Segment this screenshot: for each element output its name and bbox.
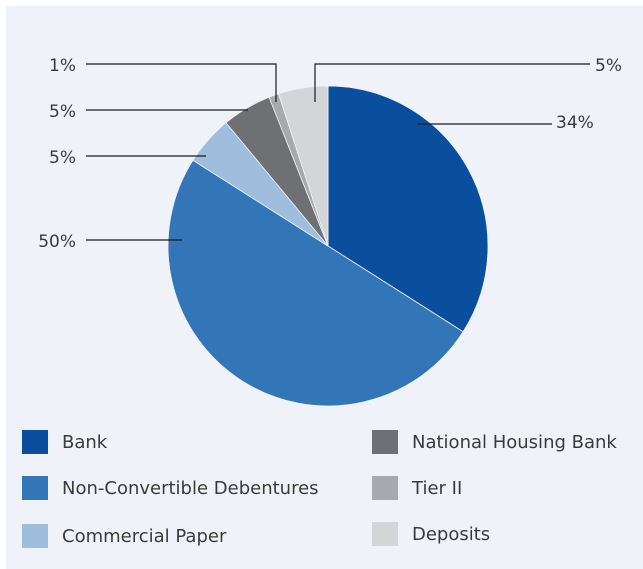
legend-swatch-non-convertible-debentures: [22, 476, 48, 500]
pie-slice-bank: [327, 85, 489, 333]
data-label-tier-ii: 1%: [49, 56, 76, 76]
data-label-national-housing-bank: 5%: [49, 102, 76, 122]
legend-swatch-commercial-paper: [22, 524, 48, 548]
legend-swatch-bank: [22, 430, 48, 454]
legend-item-bank: Bank: [22, 428, 107, 456]
legend-label-national-housing-bank: National Housing Bank: [412, 431, 617, 453]
legend-swatch-national-housing-bank: [372, 430, 398, 454]
legend-swatch-tier-ii: [372, 476, 398, 500]
legend-label-non-convertible-debentures: Non-Convertible Debentures: [62, 477, 319, 499]
data-label-commercial-paper: 5%: [49, 148, 76, 168]
leader-line-deposits: [314, 63, 590, 102]
data-label-deposits: 5%: [595, 56, 622, 76]
pie-slice-deposits: [278, 85, 329, 247]
legend-item-tier-ii: Tier II: [372, 474, 462, 502]
legend-swatch-deposits: [372, 522, 398, 546]
legend-item-non-convertible-debentures: Non-Convertible Debentures: [22, 474, 319, 502]
data-label-non-convertible-debentures: 50%: [38, 232, 76, 252]
legend-label-tier-ii: Tier II: [412, 477, 463, 499]
legend-item-commercial-paper: Commercial Paper: [22, 522, 226, 550]
legend-label-deposits: Deposits: [412, 523, 491, 545]
leader-line-tier-ii: [86, 63, 277, 102]
legend-label-bank: Bank: [62, 431, 108, 453]
legend-item-national-housing-bank: National Housing Bank: [372, 428, 617, 456]
legend-label-commercial-paper: Commercial Paper: [62, 525, 227, 547]
pie-slice-non-convertible-debentures: [167, 159, 464, 407]
legend-item-deposits: Deposits: [372, 520, 490, 548]
data-label-bank: 34%: [556, 113, 594, 133]
